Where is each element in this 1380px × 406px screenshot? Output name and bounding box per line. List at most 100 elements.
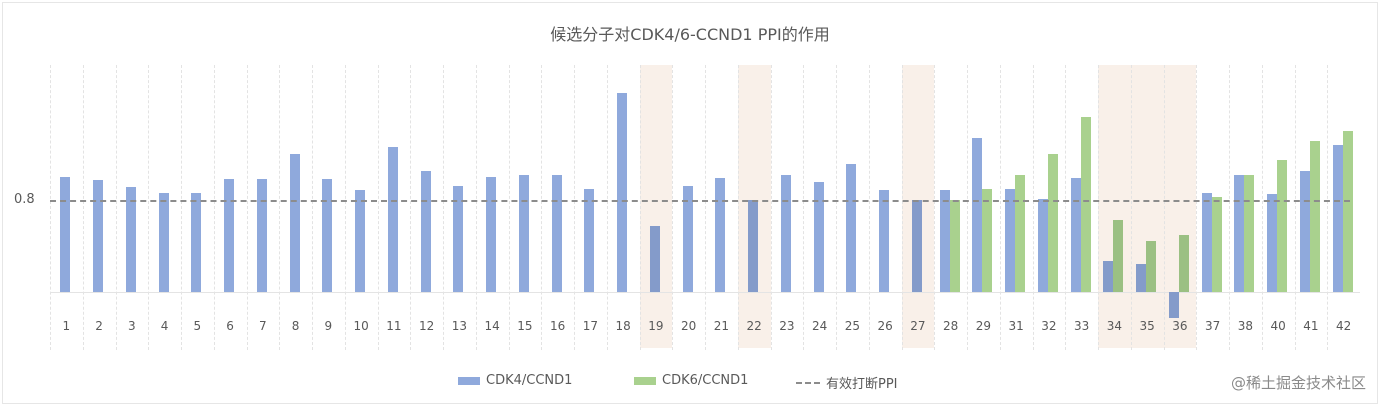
bar[interactable]	[289, 154, 300, 292]
bar[interactable]	[125, 187, 136, 292]
bar[interactable]	[1005, 188, 1016, 292]
bar[interactable]	[780, 174, 791, 292]
bar[interactable]	[1332, 144, 1343, 292]
bar[interactable]	[813, 181, 824, 292]
grid-line	[1229, 65, 1230, 350]
bar[interactable]	[682, 186, 693, 292]
bar[interactable]	[1146, 241, 1157, 292]
bar[interactable]	[453, 186, 464, 292]
bar[interactable]	[939, 189, 950, 292]
bar[interactable]	[518, 174, 529, 292]
bar[interactable]	[1047, 154, 1058, 292]
x-tick-label: 27	[910, 319, 926, 333]
bar[interactable]	[715, 178, 726, 292]
grid-line	[1261, 65, 1263, 350]
bar[interactable]	[972, 137, 983, 292]
bar[interactable]	[649, 226, 660, 292]
bar[interactable]	[1277, 159, 1288, 292]
bar[interactable]	[846, 164, 857, 292]
reference-line	[50, 200, 1350, 202]
grid-line	[508, 65, 510, 350]
x-tick-label: 17	[582, 319, 599, 333]
x-tick-label: 42	[1335, 319, 1352, 333]
grid-line	[1032, 65, 1034, 350]
grid-line	[246, 65, 248, 350]
legend-item-cdk4[interactable]: CDK4/CCND1	[458, 373, 572, 388]
grid-line	[574, 65, 575, 350]
bar[interactable]	[1080, 117, 1091, 292]
x-tick-label: 7	[259, 319, 267, 333]
x-tick-label: 6	[226, 319, 234, 333]
bar[interactable]	[1070, 178, 1081, 292]
x-tick-label: 3	[128, 319, 136, 333]
grid-line	[606, 65, 608, 350]
bar[interactable]	[1103, 260, 1114, 292]
legend-item-reference[interactable]: 有效打断PPI	[796, 373, 898, 392]
x-tick-label: 5	[193, 319, 202, 333]
highlight-band	[1130, 65, 1164, 348]
bar[interactable]	[158, 193, 169, 292]
bar[interactable]	[982, 188, 993, 292]
bar[interactable]	[224, 179, 235, 292]
grid-line	[148, 65, 150, 350]
bar[interactable]	[1309, 141, 1320, 292]
grid-line	[803, 65, 805, 350]
bar[interactable]	[748, 200, 759, 292]
bar[interactable]	[420, 171, 431, 292]
x-tick-label: 18	[615, 319, 631, 333]
bar[interactable]	[60, 177, 71, 292]
bar[interactable]	[1267, 194, 1278, 292]
legend-item-cdk6[interactable]: CDK6/CCND1	[634, 373, 748, 388]
bar[interactable]	[617, 93, 628, 292]
bar[interactable]	[1299, 171, 1310, 292]
bar[interactable]	[949, 200, 960, 292]
plot-area: 1 2 3 4 5 6 7 8 9 10 11 12 13 14 15 16 17 18 19 20 21 22 23 24 2…	[50, 65, 1362, 350]
x-tick-label: 28	[942, 319, 959, 333]
grid-line	[377, 65, 379, 350]
bar[interactable]	[1234, 174, 1245, 292]
legend-label-cdk4: CDK4/CCND1	[486, 373, 573, 388]
bar[interactable]	[584, 188, 595, 292]
bar[interactable]	[1136, 264, 1147, 292]
x-tick-label: 26	[877, 319, 893, 333]
bar[interactable]	[1244, 174, 1255, 292]
grid-line	[541, 65, 543, 350]
bar[interactable]	[93, 180, 104, 292]
x-tick-label: 21	[713, 319, 730, 333]
x-tick-label: 11	[386, 319, 402, 333]
bar[interactable]	[1201, 193, 1212, 292]
bar[interactable]	[1178, 234, 1189, 292]
bar[interactable]	[1037, 198, 1048, 292]
bar[interactable]	[486, 177, 497, 292]
x-tick-label: 24	[811, 319, 828, 333]
x-tick-label: 2	[95, 319, 103, 333]
watermark: @稀土掘金技术社区	[1230, 374, 1366, 392]
grid-line	[737, 65, 739, 350]
grid-line	[410, 65, 412, 350]
bar[interactable]	[879, 189, 890, 292]
x-tick-label: 15	[517, 319, 533, 333]
bar[interactable]	[1015, 174, 1026, 292]
bar[interactable]	[387, 147, 398, 292]
bar[interactable]	[551, 174, 562, 292]
bar[interactable]	[1168, 292, 1179, 319]
x-tick-label: 34	[1106, 319, 1123, 333]
bar[interactable]	[256, 179, 267, 292]
bar[interactable]	[911, 200, 922, 292]
dashed-line-icon	[796, 381, 820, 384]
bar[interactable]	[322, 179, 333, 292]
grid-line	[115, 65, 117, 350]
bar[interactable]	[191, 193, 202, 292]
x-tick-label: 20	[680, 319, 697, 333]
bar[interactable]	[355, 189, 366, 292]
x-tick-label: 33	[1073, 319, 1090, 333]
legend-label-reference: 有效打断PPI	[826, 377, 898, 392]
grid-line	[50, 65, 51, 350]
grid-line	[868, 65, 870, 350]
bar[interactable]	[1211, 196, 1222, 292]
bar[interactable]	[1113, 219, 1124, 292]
grid-line	[475, 65, 477, 350]
grid-line	[999, 65, 1001, 350]
bar[interactable]	[1342, 131, 1353, 292]
x-tick-label: 35	[1139, 319, 1155, 333]
